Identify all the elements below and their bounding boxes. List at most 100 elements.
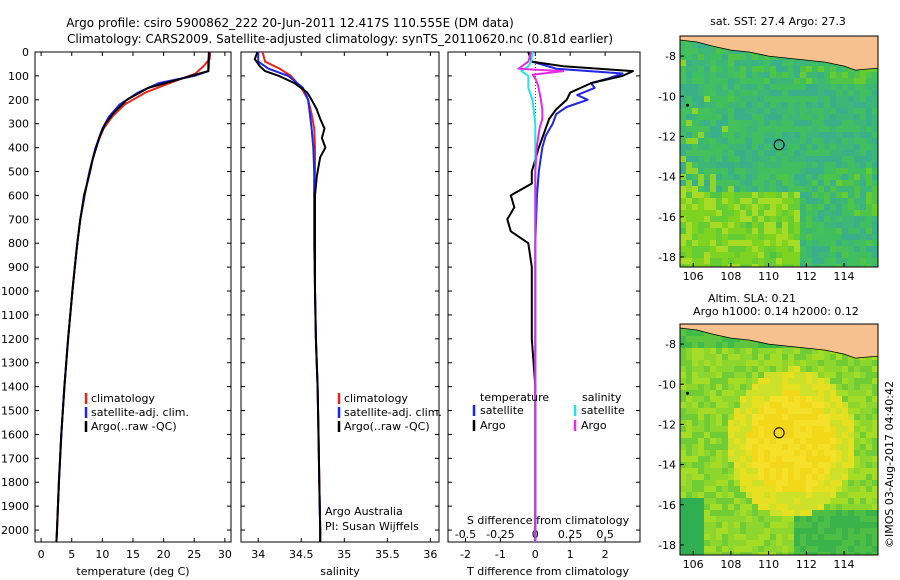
map-cell (836, 114, 843, 121)
map-cell (716, 114, 723, 121)
map-cell (752, 252, 759, 259)
map-cell (698, 366, 705, 373)
map-cell (746, 144, 753, 151)
map-cell (788, 132, 795, 139)
map-cell (812, 504, 819, 511)
map-cell (782, 438, 789, 445)
map-cell (794, 114, 801, 121)
map-cell (776, 408, 783, 415)
map-cell (770, 546, 777, 553)
map-cell (788, 108, 795, 115)
map-cell (776, 360, 783, 367)
map-cell (806, 162, 813, 169)
x-tick-label: 20 (157, 548, 171, 561)
map-cell (740, 78, 747, 85)
map-cell (854, 402, 861, 409)
map-cell (872, 126, 878, 133)
map-cell (680, 342, 687, 349)
map-cell (794, 78, 801, 85)
map-cell (686, 516, 693, 523)
map-cell (746, 162, 753, 169)
map-cell (830, 168, 837, 175)
map-cell (788, 354, 795, 361)
map-cell (722, 120, 729, 127)
map-cell (860, 426, 867, 433)
map-cell (698, 216, 705, 223)
map-cell (734, 126, 741, 133)
map-cell (734, 114, 741, 121)
map-cell (710, 144, 717, 151)
map-cell (842, 210, 849, 217)
map-cell (704, 108, 711, 115)
map-cell (842, 408, 849, 415)
map-cell (848, 84, 855, 91)
map-cell (692, 414, 699, 421)
map-cell (806, 396, 813, 403)
map-cell (686, 186, 693, 193)
map-cell (794, 150, 801, 157)
map-cell (704, 114, 711, 121)
map-cell (812, 234, 819, 241)
map-cell (818, 378, 825, 385)
map-cell (782, 228, 789, 235)
map-cell (806, 414, 813, 421)
map-cell (842, 66, 849, 73)
map-cell (860, 144, 867, 151)
map-cell (812, 72, 819, 79)
map-cell (866, 114, 873, 121)
map-cell (782, 90, 789, 97)
map-cell (758, 396, 765, 403)
map-cell (758, 552, 765, 555)
map-cell (812, 450, 819, 457)
map-cell (764, 486, 771, 493)
map-cell (872, 114, 878, 121)
map-cell (830, 396, 837, 403)
map-cell (770, 432, 777, 439)
map-cell (716, 180, 723, 187)
map-cell (776, 480, 783, 487)
map-cell (794, 462, 801, 469)
map-cell (794, 360, 801, 367)
salinity-x-ticks: 34 34.5 35 35.5 36 (251, 52, 437, 561)
map-cell (740, 552, 747, 555)
map-cell (752, 366, 759, 373)
map-cell (698, 258, 705, 265)
map-cell (680, 96, 687, 103)
map-cell (818, 528, 825, 535)
map-cell (716, 228, 723, 235)
map-cell (848, 480, 855, 487)
map-cell (680, 222, 687, 229)
map-cell (704, 204, 711, 211)
map-cell (866, 522, 873, 529)
map-cell (806, 228, 813, 235)
map-cell (812, 390, 819, 397)
map-cell (770, 366, 777, 373)
map-cell (842, 72, 849, 79)
map-cell (770, 342, 777, 349)
map-cell (704, 546, 711, 553)
map-cell (854, 198, 861, 205)
map-cell (812, 372, 819, 379)
map-cell (776, 348, 783, 355)
map-cell (686, 528, 693, 535)
map-cell (716, 420, 723, 427)
map-cell (710, 252, 717, 259)
map-cell (866, 180, 873, 187)
map-cell (692, 498, 699, 505)
map-cell (860, 486, 867, 493)
map-cell (710, 468, 717, 475)
map-cell (836, 102, 843, 109)
map-cell (704, 402, 711, 409)
salinity-panel-frame (240, 51, 440, 543)
map-cell (716, 96, 723, 103)
map-cell (722, 498, 729, 505)
map-cell (830, 204, 837, 211)
map-cell (788, 402, 795, 409)
map-cell (812, 540, 819, 547)
map-cell (740, 162, 747, 169)
map-cell (770, 384, 777, 391)
map-cell (824, 414, 831, 421)
map-cell (800, 552, 807, 555)
map-cell (722, 444, 729, 451)
map-cell (812, 534, 819, 541)
